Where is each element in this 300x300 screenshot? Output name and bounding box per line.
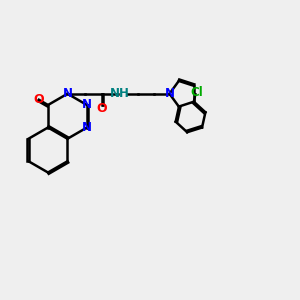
Text: N: N — [82, 121, 92, 134]
Text: N: N — [82, 98, 92, 112]
Text: N: N — [164, 87, 175, 100]
Text: N: N — [62, 87, 73, 100]
Text: O: O — [34, 93, 44, 106]
Text: Cl: Cl — [190, 86, 203, 99]
Text: O: O — [97, 102, 107, 115]
Text: NH: NH — [110, 87, 130, 100]
